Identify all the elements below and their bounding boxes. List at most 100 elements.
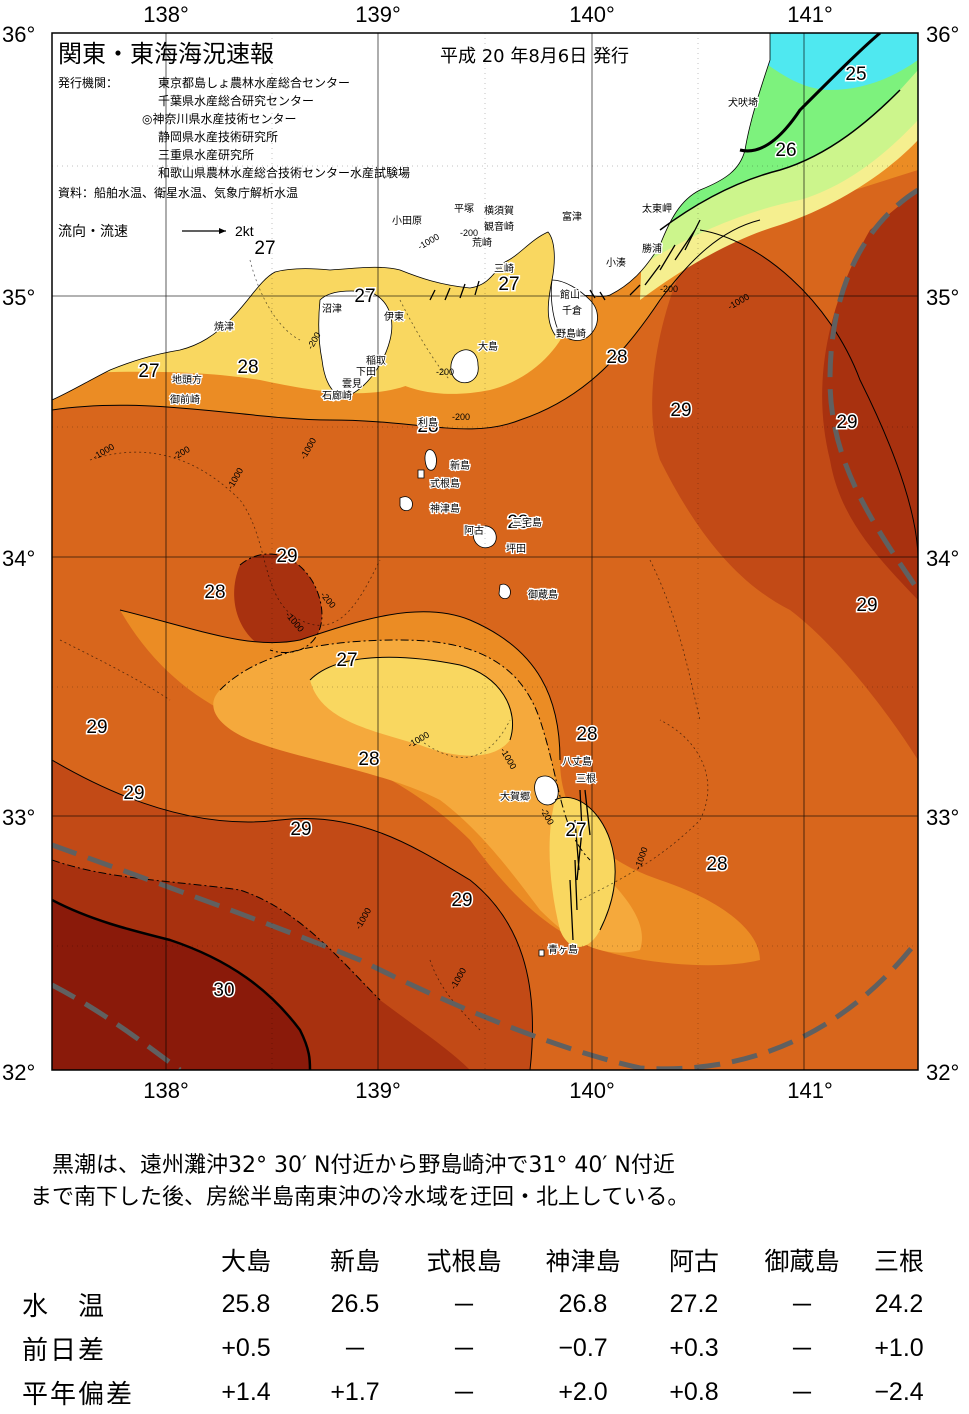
lat-label-left: 35° (2, 285, 35, 310)
isotherm-label: 27 (354, 286, 375, 307)
column-header: 神津島 (545, 1247, 621, 1276)
agency-label: 発行機関： (58, 75, 118, 90)
place-label: 石廊崎 (322, 389, 352, 402)
island-hachijojima (534, 775, 559, 806)
land-boso (550, 279, 598, 341)
isotherm-label: 28 (204, 582, 225, 603)
half-degree-lines (52, 553, 591, 1001)
place-label: 平塚 (454, 203, 474, 215)
table-cell: +1.0 (874, 1333, 924, 1362)
temp-zone-30 (52, 900, 310, 1070)
land-honshu (52, 33, 771, 401)
place-label: 坪田 (506, 542, 526, 555)
place-label: 新島 (450, 459, 470, 472)
isotherm-label: 28 (706, 854, 727, 875)
table-cell: +0.8 (669, 1377, 719, 1406)
island-niijima (424, 449, 437, 471)
map-frame (51, 32, 919, 1071)
place-label: 富津 (562, 210, 582, 223)
column-header: 大島 (220, 1247, 271, 1276)
island-aogashima (538, 949, 545, 957)
place-label: 沼津 (322, 302, 342, 315)
summary-line: まで南下した後、房総半島南東沖の冷水域を迂回・北上している。 (30, 1185, 690, 1210)
temp-zone-27-center (310, 657, 513, 756)
table-cell: +0.3 (669, 1333, 719, 1362)
lon-label-bottom: 138° (143, 1078, 189, 1103)
place-label: 式根島 (430, 477, 460, 490)
isotherm-label: 29 (836, 412, 857, 433)
lat-label-left: 33° (2, 805, 35, 830)
table-cell: － (789, 1380, 815, 1408)
land-izu (318, 290, 393, 397)
isotherm-label: 29 (451, 890, 472, 911)
place-label: 三宅島 (512, 516, 542, 529)
data-source: 資料：船舶水温、衛星水温、気象庁解析水温 (58, 185, 298, 200)
graticule (52, 33, 918, 1070)
place-label: 阿古 (464, 524, 484, 537)
table-cell: −2.4 (874, 1377, 924, 1406)
table-cell: +0.5 (221, 1333, 271, 1362)
row-label: 平年偏差 (22, 1379, 135, 1410)
agency-item: 東京都島しょ農林水産総合センター (158, 75, 350, 90)
place-label: 御蔵島 (528, 588, 558, 601)
isotherm-label: 27 (336, 650, 357, 671)
isotherm-label: 28 (358, 749, 379, 770)
agency-item: 三重県水産研究所 (158, 147, 254, 162)
row-label: 前日差 (22, 1335, 107, 1366)
isotherm-label: 28 (507, 512, 528, 533)
table-cell: － (789, 1292, 815, 1320)
place-label: 三根 (576, 772, 596, 785)
isotherm-label: 29 (123, 783, 144, 804)
isotherm-label: 30 (213, 980, 234, 1001)
column-header: 新島 (329, 1247, 380, 1276)
lon-label-top: 139° (355, 2, 401, 27)
isotherm-labels: 25 26 27 27 27 27 28 28 28 28 28 28 28 28 29 29 29 29 29 29… (85, 63, 879, 1003)
island-kozushima (399, 496, 413, 512)
temp-zone-295-east (822, 190, 918, 600)
map-title: 関東・東海海況速報 (58, 40, 274, 68)
depth-label: -200 (436, 367, 454, 377)
axis-labels: 138° 139° 140° 141° 138° 139° 140° 141° … (2, 2, 959, 1103)
agency-item: ◎神奈川県水産技術センター (142, 111, 296, 126)
island-miyakejima (473, 525, 497, 549)
place-label: 太東岬 (642, 202, 672, 215)
temp-zone-27-south (549, 797, 616, 947)
table-cell: +2.0 (558, 1377, 608, 1406)
lat-label-right: 34° (926, 546, 959, 571)
lat-label-right: 35° (926, 285, 959, 310)
place-label: 千倉 (562, 304, 582, 317)
lon-label-bottom: 141° (787, 1078, 833, 1103)
table-header-row: 大島 新島 式根島 神津島 阿古 御蔵島 三根 (22, 1238, 934, 1282)
lon-label-top: 141° (787, 2, 833, 27)
table-cell: － (789, 1336, 815, 1364)
lat-label-left: 36° (2, 22, 35, 47)
lon-label-bottom: 139° (355, 1078, 401, 1103)
column-header: 阿古 (668, 1247, 719, 1276)
column-header: 三根 (873, 1247, 924, 1276)
isotherm-label: 29 (856, 595, 877, 616)
isotherm-label: 29 (86, 717, 107, 738)
temp-zone-295-small (234, 553, 322, 653)
place-label: 館山 (560, 288, 580, 301)
isotherm-label: 29 (276, 546, 297, 567)
lon-label-top: 140° (569, 2, 615, 27)
place-label: 荒崎 (472, 236, 492, 249)
place-label: 利島 (418, 416, 438, 429)
isotherm-label: 27 (254, 238, 275, 259)
lon-label-bottom: 140° (569, 1078, 615, 1103)
isotherm-26-bold (739, 33, 881, 153)
depth-label: -200 (460, 228, 478, 238)
place-label: 神津島 (430, 502, 460, 515)
table-cell: 24.2 (874, 1289, 924, 1318)
agency-item: 和歌山県農林水産総合技術センター水産試験場 (158, 165, 410, 180)
table-cell: −0.7 (558, 1333, 608, 1362)
isotherm-label: 28 (576, 724, 597, 745)
table-cell: 25.8 (221, 1289, 271, 1318)
sea-temperature-map: 138° 139° 140° 141° 138° 139° 140° 141° … (2, 2, 959, 1103)
lat-label-right: 32° (926, 1060, 959, 1085)
island-mikurajima (498, 583, 511, 600)
place-label: 稲取 (366, 355, 386, 367)
agency-list: 東京都島しょ農林水産総合センター 千葉県水産総合研究センター ◎神奈川県水産技術… (142, 75, 410, 180)
place-label: 野島崎 (556, 327, 586, 340)
